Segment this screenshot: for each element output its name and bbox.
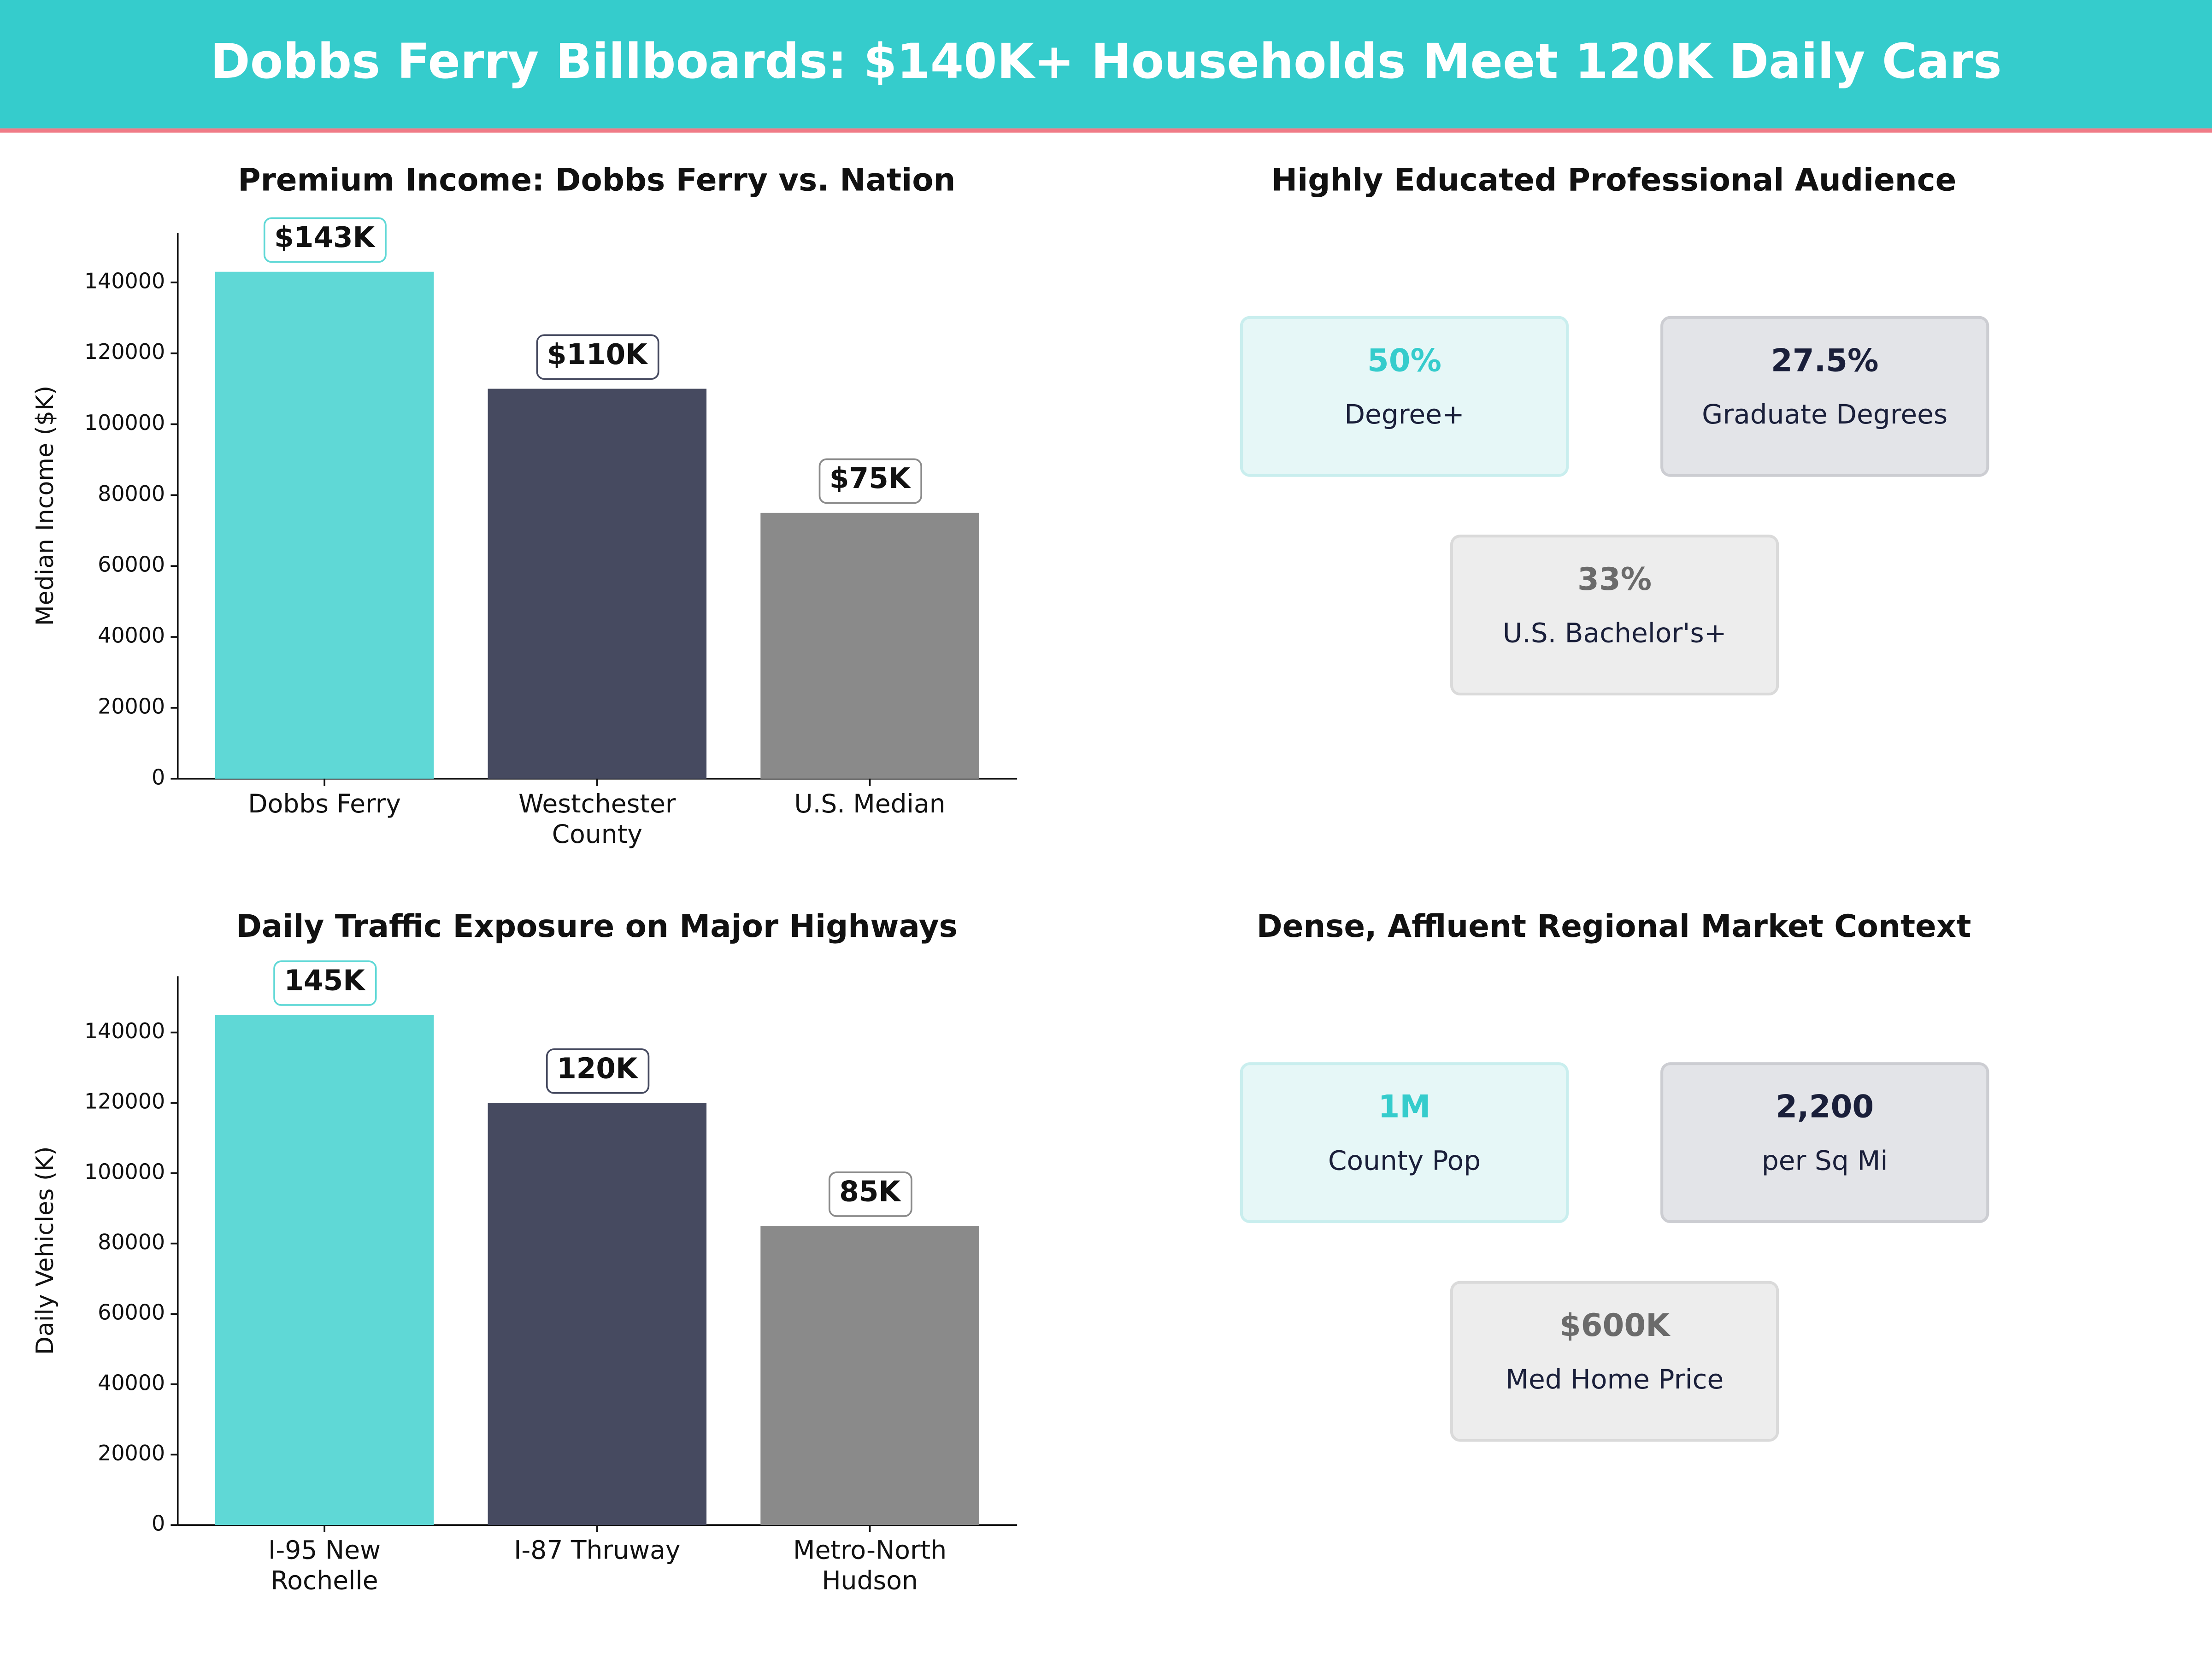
bar <box>488 1103 707 1525</box>
panel-title: Highly Educated Professional Audience <box>1271 161 1957 198</box>
panel-title: Dense, Affluent Regional Market Context <box>1257 908 1971 944</box>
stat-card <box>1660 316 1989 477</box>
stat-label: per Sq Mi <box>1762 1145 1888 1177</box>
stat-label: County Pop <box>1328 1145 1481 1177</box>
y-tick-label: 40000 <box>98 1370 165 1395</box>
value-label: $143K <box>263 217 387 263</box>
stat-value: 33% <box>1577 561 1652 597</box>
y-tick-label: 0 <box>152 765 165 789</box>
chart-title: Premium Income: Dobbs Ferry vs. Nation <box>238 161 955 198</box>
y-tick-label: 20000 <box>98 1441 165 1465</box>
bar <box>215 271 434 779</box>
stat-value: 2,200 <box>1776 1088 1874 1125</box>
header-bar <box>0 0 2212 129</box>
x-tick-label: Westchester County <box>518 789 676 849</box>
y-tick-label: 80000 <box>98 1230 165 1254</box>
value-label-text: $143K <box>274 221 376 254</box>
value-label-text: 145K <box>284 965 366 997</box>
y-axis-label: Median Income ($K) <box>31 386 59 626</box>
x-tick-label: Dobbs Ferry <box>248 789 401 818</box>
value-label-box <box>536 334 659 380</box>
stat-card <box>1450 1281 1779 1442</box>
value-label-box <box>273 960 377 1006</box>
bar <box>215 1015 434 1525</box>
page-title: Dobbs Ferry Billboards: $140K+ Household… <box>210 33 2001 89</box>
value-label-box <box>546 1048 650 1094</box>
y-tick-label: 140000 <box>84 1018 165 1043</box>
value-label-box <box>828 1171 912 1217</box>
stat-label: Med Home Price <box>1506 1364 1724 1395</box>
value-label: 85K <box>828 1171 912 1217</box>
x-tick-label: I-95 New Rochelle <box>268 1535 381 1595</box>
bar <box>488 388 707 779</box>
y-tick-label: 60000 <box>98 1300 165 1325</box>
y-tick-label: 140000 <box>84 268 165 293</box>
stat-label: Degree+ <box>1344 399 1464 430</box>
value-label-text: 85K <box>839 1176 901 1208</box>
y-tick-label: 80000 <box>98 481 165 506</box>
y-tick-label: 20000 <box>98 694 165 718</box>
header-rule <box>0 128 2212 133</box>
x-tick-label: U.S. Median <box>794 789 945 818</box>
y-tick-label: 60000 <box>98 552 165 577</box>
x-tick-label: I-87 Thruway <box>514 1535 680 1565</box>
value-label-text: 120K <box>557 1052 639 1085</box>
x-tick-label: Metro-North Hudson <box>793 1535 947 1595</box>
value-label: 145K <box>273 960 377 1006</box>
stat-card <box>1240 1062 1569 1224</box>
stat-card <box>1450 535 1779 696</box>
value-label-box <box>263 217 387 263</box>
stat-value: $600K <box>1559 1307 1671 1343</box>
stat-value: 27.5% <box>1771 342 1879 378</box>
stat-label: Graduate Degrees <box>1702 399 1947 430</box>
value-label-text: $110K <box>547 338 648 371</box>
bar <box>760 512 979 779</box>
stat-card <box>1240 316 1569 477</box>
value-label-text: $75K <box>830 462 912 495</box>
y-tick-label: 100000 <box>84 410 165 435</box>
y-tick-label: 120000 <box>84 339 165 364</box>
stat-card <box>1660 1062 1989 1224</box>
value-label-box <box>818 458 922 504</box>
value-label: $110K <box>536 334 659 380</box>
y-tick-label: 40000 <box>98 623 165 648</box>
stat-value: 50% <box>1367 342 1441 378</box>
y-axis-label: Daily Vehicles (K) <box>31 1146 59 1355</box>
value-label: 120K <box>546 1048 650 1094</box>
y-tick-label: 0 <box>152 1511 165 1536</box>
y-tick-label: 100000 <box>84 1159 165 1184</box>
stat-label: U.S. Bachelor's+ <box>1503 618 1727 649</box>
bar <box>760 1226 979 1525</box>
y-tick-label: 120000 <box>84 1089 165 1114</box>
value-label: $75K <box>818 458 922 504</box>
chart-title: Daily Traffic Exposure on Major Highways <box>236 908 958 944</box>
stat-value: 1M <box>1378 1088 1431 1125</box>
